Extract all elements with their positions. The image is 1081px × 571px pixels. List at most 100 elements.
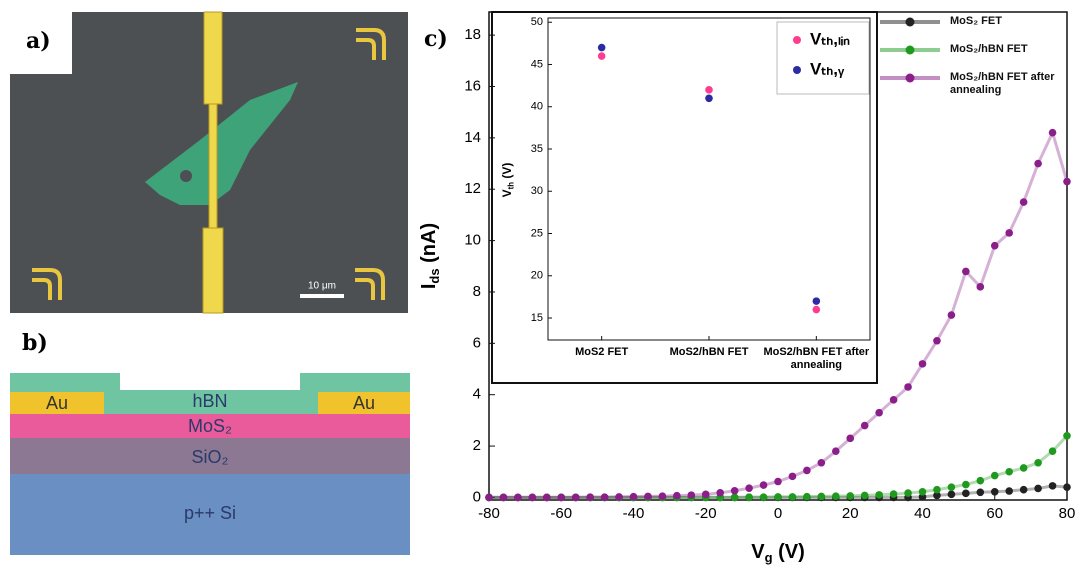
- data-point: [571, 493, 580, 502]
- data-point: [933, 336, 941, 345]
- data-point: [687, 491, 696, 499]
- data-point: [788, 472, 797, 481]
- data-point: [1005, 229, 1013, 237]
- axis-label-part: g: [765, 550, 773, 565]
- panel-label: a): [26, 28, 51, 54]
- data-point: [1005, 467, 1013, 476]
- data-point: [745, 484, 753, 492]
- data-point: [875, 408, 883, 417]
- legend-swatch: [905, 17, 915, 27]
- data-point: [875, 491, 883, 499]
- legend-box: [776, 21, 870, 95]
- data-point: [1019, 464, 1028, 472]
- data-point: [904, 489, 912, 497]
- data-point: [543, 493, 551, 502]
- legend-label: MoS₂/hBN FET after annealing: [950, 71, 1055, 96]
- axis-label: Vth (V): [500, 163, 515, 198]
- x-tick-label: -60: [550, 505, 572, 522]
- axis-label-part: (V): [500, 163, 514, 182]
- axis-label: Vg (V): [751, 541, 805, 565]
- data-point: [597, 43, 606, 52]
- axis-label-part: (V): [773, 541, 805, 563]
- data-point: [557, 493, 566, 502]
- data-point: [1048, 128, 1057, 137]
- y-tick-label: 8: [473, 283, 481, 300]
- data-point: [889, 490, 898, 498]
- y-tick-label: 12: [464, 180, 481, 197]
- y-tick-label: 45: [531, 58, 543, 70]
- x-tick-label-box: MoS2 FET: [575, 346, 628, 358]
- data-point: [889, 396, 898, 404]
- data-point: [644, 492, 652, 501]
- axis-label-part: I: [418, 284, 440, 290]
- data-point: [918, 360, 927, 368]
- series-line: [489, 434, 1069, 499]
- data-point: [705, 94, 713, 103]
- x-tick-label: -40: [623, 505, 645, 522]
- y-tick-label: 0: [473, 488, 481, 505]
- x-tick-label: -20: [695, 505, 717, 522]
- y-tick-label: 4: [473, 386, 481, 403]
- data-point: [600, 493, 609, 501]
- data-point: [597, 52, 606, 60]
- data-point: [990, 487, 999, 496]
- data-point: [947, 483, 956, 491]
- data-point: [812, 305, 821, 314]
- data-point: [976, 283, 985, 291]
- legend-label: Vₜₕ,ₗᵢₙ: [810, 29, 850, 48]
- legend-swatch: [905, 73, 915, 83]
- data-point: [803, 492, 811, 501]
- data-point: [586, 493, 594, 501]
- data-point: [774, 477, 782, 486]
- layer-label: SiO₂: [192, 447, 229, 467]
- data-point: [832, 492, 840, 500]
- data-point: [832, 447, 840, 456]
- layer-label: Au: [353, 393, 375, 413]
- data-point: [1063, 431, 1071, 440]
- axis-label-part: V: [751, 541, 765, 563]
- data-point: [1034, 484, 1042, 493]
- axis-label-part: ds: [427, 268, 442, 283]
- data-point: [1063, 177, 1071, 186]
- data-point: [615, 493, 623, 501]
- layer-label: MoS₂: [188, 416, 232, 436]
- axis-label-part: V: [500, 189, 514, 197]
- x-tick-label: 40: [914, 505, 931, 522]
- axis-label: Ids (nA): [418, 223, 442, 289]
- x-tick-label: 0: [774, 505, 782, 522]
- y-tick-label: 14: [464, 129, 481, 146]
- y-tick-label: 30: [531, 185, 543, 197]
- data-point: [962, 480, 970, 489]
- data-point: [673, 491, 681, 500]
- data-point: [774, 493, 782, 501]
- legend-label: Vₜₕ,ᵧ: [810, 59, 845, 78]
- data-point: [759, 481, 768, 489]
- panel-label: b): [22, 330, 48, 356]
- data-point: [904, 383, 912, 391]
- legend-swatch: [905, 45, 915, 55]
- data-point: [705, 86, 713, 94]
- data-point: [701, 490, 710, 499]
- data-point: [788, 493, 797, 501]
- axis-label-part: th: [507, 182, 516, 190]
- data-point: [528, 493, 537, 502]
- legend-swatch: [793, 36, 801, 44]
- data-point: [846, 492, 855, 500]
- data-point: [1048, 447, 1057, 456]
- y-tick-label: 15: [531, 312, 543, 324]
- data-point: [1019, 198, 1028, 206]
- data-point: [1063, 483, 1071, 491]
- y-tick-label: 25: [531, 227, 543, 239]
- data-point: [730, 493, 739, 502]
- layer-diagram: hBN Au Au MoS₂ SiO₂ p++ Si: [10, 373, 410, 555]
- data-point: [499, 493, 508, 502]
- data-point: [812, 297, 821, 305]
- data-point: [947, 311, 956, 319]
- y-tick-label: 50: [531, 16, 543, 28]
- y-tick-label: 6: [473, 334, 481, 351]
- legend-swatch: [793, 66, 801, 74]
- data-point: [485, 493, 493, 502]
- scale-bar-label: 10 μm: [308, 281, 336, 292]
